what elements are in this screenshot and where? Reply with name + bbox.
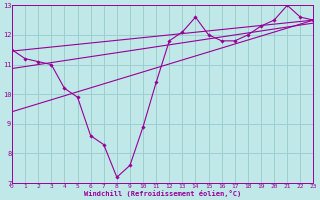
- X-axis label: Windchill (Refroidissement éolien,°C): Windchill (Refroidissement éolien,°C): [84, 190, 241, 197]
